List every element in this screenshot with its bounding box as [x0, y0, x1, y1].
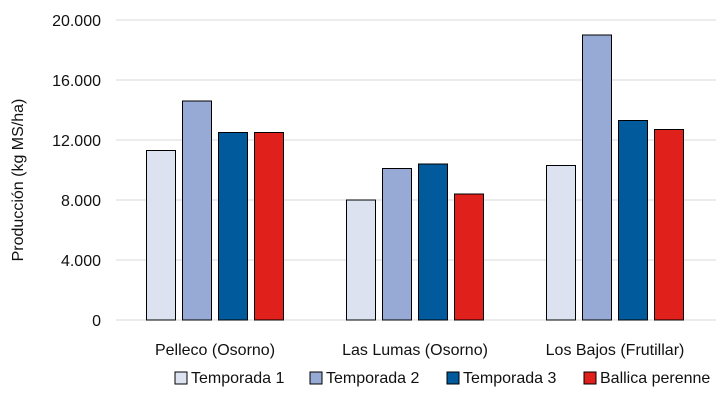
- bar-1-1: [382, 168, 412, 321]
- category-labels: Pelleco (Osorno) Las Lumas (Osorno) Los Ba…: [155, 342, 684, 359]
- y-tick-label: 8.000: [61, 193, 101, 210]
- bar-2-2: [618, 120, 648, 321]
- bar-2-0: [546, 165, 576, 321]
- bar-2-1: [582, 34, 612, 321]
- legend: Temporada 1 Temporada 2 Temporada 3 Ballica…: [174, 370, 710, 387]
- legend-swatch-1: [309, 371, 323, 385]
- legend-label-0: Temporada 1: [191, 370, 284, 387]
- bar-1-2: [418, 163, 448, 321]
- legend-swatch-0: [174, 371, 188, 385]
- y-tick-labels: 0 4.000 8.000 12.000 16.000 20.000: [52, 13, 101, 330]
- y-tick-label: 16.000: [52, 73, 101, 90]
- bars: [146, 34, 684, 321]
- bar-2-3: [654, 129, 684, 321]
- gridlines: [116, 19, 716, 321]
- bar-0-3: [254, 132, 284, 321]
- legend-label-2: Temporada 3: [463, 370, 556, 387]
- y-tick-label: 12.000: [52, 133, 101, 150]
- y-axis-title: Producción (kg MS/ha): [10, 99, 27, 262]
- bar-0-2: [218, 132, 248, 321]
- bar-0-0: [146, 150, 176, 321]
- bar-0-1: [182, 100, 212, 321]
- category-label: Pelleco (Osorno): [155, 342, 275, 359]
- bar-1-0: [346, 199, 376, 321]
- legend-label-1: Temporada 2: [326, 370, 419, 387]
- legend-swatch-3: [583, 371, 597, 385]
- y-tick-label: 0: [92, 313, 101, 330]
- category-label: Las Lumas (Osorno): [342, 342, 488, 359]
- legend-swatch-2: [446, 371, 460, 385]
- y-tick-label: 4.000: [61, 253, 101, 270]
- category-label: Los Bajos (Frutillar): [546, 342, 685, 359]
- y-tick-label: 20.000: [52, 13, 101, 30]
- legend-label-3: Ballica perenne: [600, 370, 710, 387]
- bar-1-3: [454, 193, 484, 321]
